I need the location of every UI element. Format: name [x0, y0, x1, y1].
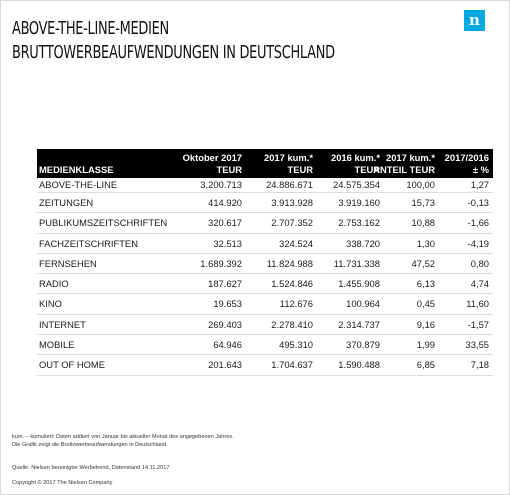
cell-anteil: 1,30: [416, 237, 435, 249]
cell-medienklasse: FERNSEHEN: [39, 257, 97, 269]
cell-kum-2016: 1.590.488: [338, 359, 380, 371]
table-row: MOBILE 64.946 495.310 370.879 1,99 33,55: [37, 335, 493, 356]
header-medienklasse: MEDIENKLASSE: [39, 164, 114, 175]
footnote-line-2: Die Grafik zeigt die Bruttowerbeaufwendu…: [12, 442, 168, 448]
table-row: PUBLIKUMSZEITSCHRIFTEN 320.617 2.707.352…: [37, 213, 493, 234]
cell-kum-2016: 2.314.737: [338, 318, 380, 330]
cell-kum-2017: 112.676: [279, 298, 313, 310]
cell-anteil: 9,16: [416, 318, 435, 330]
table-row: FACHZEITSCHRIFTEN 32.513 324.524 338.720…: [37, 234, 493, 254]
table-header: MEDIENKLASSE Oktober 2017 TEUR 2017 kum.…: [37, 149, 493, 178]
page-title: ABOVE-THE-LINE-MEDIEN BRUTTOWERBEAUFWEND…: [12, 17, 335, 65]
cell-change: 4,74: [470, 278, 489, 290]
cell-anteil: 1,99: [416, 339, 435, 351]
table-row: FERNSEHEN 1.689.392 11.824.988 11.731.33…: [37, 254, 493, 275]
table-row: OUT OF HOME 201.643 1.704.637 1.590.488 …: [37, 355, 493, 376]
cell-kum-2016: 3.919.160: [338, 197, 380, 208]
cell-oktober: 64.946: [213, 339, 242, 351]
header-2016-kum-unit: TEUR: [354, 164, 380, 175]
cell-kum-2016: 24.575.354: [333, 179, 380, 190]
table-row: KINO 19.653 112.676 100.964 0,45 11,60: [37, 294, 493, 315]
cell-change: 11,60: [466, 298, 489, 310]
table-row: RADIO 187.627 1.524.846 1.455.908 6,13 4…: [37, 274, 493, 295]
table-row: ABOVE-THE-LINE 3.200.713 24.886.671 24.5…: [37, 178, 493, 193]
title-line-1: ABOVE-THE-LINE-MEDIEN: [12, 19, 169, 39]
cell-change: 0,80: [470, 257, 489, 269]
table-row: INTERNET 269.403 2.278.410 2.314.737 9,1…: [37, 315, 493, 336]
footnote-line-1: kum. – kumuliert: Daten addiert von Janu…: [12, 434, 234, 440]
cell-change: 1,27: [470, 179, 489, 190]
cell-oktober: 320.617: [208, 217, 242, 229]
nielsen-logo-icon: n: [464, 10, 485, 31]
header-2017-kum: 2017 kum.*: [264, 152, 313, 163]
cell-medienklasse: OUT OF HOME: [39, 359, 105, 371]
cell-kum-2017: 24.886.671: [266, 179, 313, 190]
header-2017-kum-unit: TEUR: [287, 164, 313, 175]
cell-kum-2017: 1.704.637: [271, 359, 313, 371]
cell-medienklasse: ZEITUNGEN: [39, 197, 94, 208]
cell-oktober: 187.627: [208, 278, 242, 290]
cell-kum-2016: 2.753.162: [338, 217, 380, 229]
cell-medienklasse: KINO: [39, 298, 62, 310]
cell-anteil: 6,85: [416, 359, 435, 371]
cell-anteil: 0,45: [416, 298, 435, 310]
cell-oktober: 32.513: [213, 237, 242, 249]
cell-kum-2016: 338.720: [346, 237, 380, 249]
cell-change: -0,13: [467, 197, 489, 208]
data-table: MEDIENKLASSE Oktober 2017 TEUR 2017 kum.…: [37, 149, 493, 376]
title-line-2: BRUTTOWERBEAUFWENDUNGEN IN DEUTSCHLAND: [12, 43, 335, 63]
cell-kum-2017: 3.913.928: [271, 197, 313, 208]
cell-change: -4,19: [467, 237, 489, 249]
cell-anteil: 6,13: [416, 278, 435, 290]
cell-kum-2016: 100.964: [346, 298, 380, 310]
cell-oktober: 1.689.392: [200, 257, 242, 269]
cell-kum-2017: 2.707.352: [271, 217, 313, 229]
cell-anteil: 10,88: [411, 217, 435, 229]
cell-oktober: 201.643: [208, 359, 242, 371]
header-oktober-2017: Oktober 2017: [182, 152, 242, 163]
header-change-percent: ± %: [472, 164, 489, 175]
cell-anteil: 47,52: [411, 257, 435, 269]
cell-medienklasse: MOBILE: [39, 339, 75, 351]
cell-kum-2016: 370.879: [346, 339, 380, 351]
footnote: kum. – kumuliert: Daten addiert von Janu…: [12, 433, 234, 449]
cell-change: 33,55: [465, 339, 489, 351]
header-2016-kum: 2016 kum.*: [331, 152, 380, 163]
cell-medienklasse: FACHZEITSCHRIFTEN: [39, 237, 138, 249]
cell-oktober: 3.200.713: [200, 179, 242, 190]
table-row: ZEITUNGEN 414.920 3.913.928 3.919.160 15…: [37, 193, 493, 214]
cell-kum-2016: 11.731.338: [333, 257, 380, 269]
cell-oktober: 414.920: [208, 197, 242, 208]
cell-kum-2017: 11.824.988: [266, 257, 313, 269]
cell-medienklasse: PUBLIKUMSZEITSCHRIFTEN: [39, 217, 168, 229]
copyright-note: Copyright © 2017 The Nielsen Company: [12, 480, 113, 486]
header-2017-2016: 2017/2016: [444, 152, 489, 163]
cell-medienklasse: RADIO: [39, 278, 69, 290]
cell-change: -1,66: [467, 217, 489, 229]
header-2017-kum-anteil: 2017 kum.*: [386, 152, 435, 163]
header-oktober-2017-unit: TEUR: [216, 164, 242, 175]
cell-change: 7,18: [470, 359, 489, 371]
cell-medienklasse: INTERNET: [39, 318, 86, 330]
header-anteil-teur: ANTEIL TEUR: [373, 164, 435, 175]
cell-kum-2016: 1.455.908: [338, 278, 380, 290]
source-note: Quelle: Nielsen bereinigter Werbetrend, …: [12, 465, 170, 471]
cell-oktober: 19.653: [213, 298, 242, 310]
cell-kum-2017: 324.524: [279, 237, 313, 249]
cell-kum-2017: 495.310: [279, 339, 313, 351]
cell-kum-2017: 1.524.846: [271, 278, 313, 290]
cell-medienklasse: ABOVE-THE-LINE: [39, 179, 118, 190]
cell-oktober: 269.403: [208, 318, 242, 330]
cell-anteil: 15,73: [411, 197, 435, 208]
cell-anteil: 100,00: [406, 179, 435, 190]
cell-kum-2017: 2.278.410: [271, 318, 313, 330]
cell-change: -1,57: [467, 318, 489, 330]
